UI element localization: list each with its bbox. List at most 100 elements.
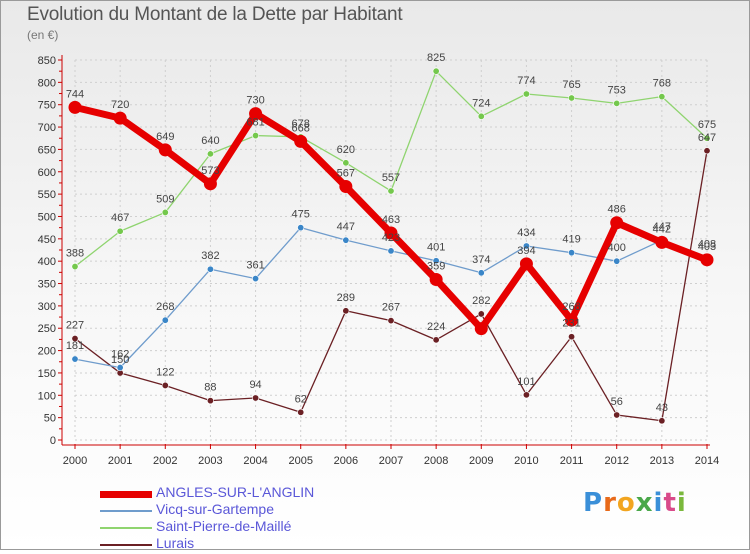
data-point-angles-sur-l-anglin [113,111,127,125]
y-tick-label: 300 [38,301,56,313]
data-point-saint-pierre-de-maill [387,187,395,195]
data-point-angles-sur-l-anglin [339,180,353,194]
data-label: 765 [562,79,580,91]
data-label: 43 [656,402,668,414]
legend-swatch [100,490,152,498]
data-label: 267 [382,302,400,314]
data-label: 423 [382,232,400,244]
chart-title: Evolution du Montant de la Dette par Hab… [27,4,403,25]
data-point-angles-sur-l-anglin [655,235,669,249]
logo-letter: i [676,488,687,518]
data-label: 359 [427,261,445,273]
y-tick-label: 50 [44,413,56,425]
data-point-saint-pierre-de-maill [568,94,576,102]
x-tick-label: 2010 [514,455,538,467]
data-label: 56 [611,396,623,408]
data-label: 567 [337,168,355,180]
data-point-angles-sur-l-anglin [68,100,82,114]
data-point-lurais [161,381,169,389]
data-point-lurais [522,391,530,399]
logo-letter: r [603,488,617,518]
data-label: 447 [653,221,671,233]
legend-label: Vicq-sur-Gartempe [156,501,275,517]
data-label: 401 [427,242,445,254]
legend-swatch [100,527,152,529]
y-tick-label: 400 [38,256,56,268]
data-label: 753 [608,84,626,96]
data-point-vicq-sur-gartempe [432,257,440,265]
data-point-lurais [206,397,214,405]
data-point-lurais [387,317,395,325]
data-label: 268 [156,301,174,313]
data-label: 467 [111,212,129,224]
data-point-saint-pierre-de-maill [522,90,530,98]
data-point-vicq-sur-gartempe [342,236,350,244]
data-point-vicq-sur-gartempe [71,355,79,363]
data-point-lurais [342,307,350,315]
data-label: 730 [246,95,264,107]
y-tick-label: 850 [38,55,56,67]
data-label: 162 [111,349,129,361]
x-tick-label: 2006 [334,455,358,467]
legend-label: Saint-Pierre-de-Maillé [156,518,292,534]
data-label: 289 [337,292,355,304]
data-point-lurais [71,335,79,343]
data-label: 720 [111,99,129,111]
data-label: 227 [66,320,84,332]
data-label: 825 [427,52,445,64]
data-point-angles-sur-l-anglin [610,216,624,230]
data-label: 403 [698,241,716,253]
data-label: 101 [517,376,535,388]
data-point-angles-sur-l-anglin [700,253,714,267]
data-label: 400 [608,242,626,254]
logo-letter: t [663,488,677,518]
legend-label: ANGLES-SUR-L'ANGLIN [156,484,315,500]
data-label: 486 [608,204,626,216]
data-label: 640 [201,135,219,147]
data-point-vicq-sur-gartempe [522,242,530,250]
data-label: 724 [472,97,490,109]
y-tick-label: 500 [38,211,56,223]
data-point-angles-sur-l-anglin [203,177,217,191]
x-tick-label: 2011 [560,455,584,467]
data-label: 774 [517,75,535,87]
data-label: 231 [562,318,580,330]
data-point-vicq-sur-gartempe [613,257,621,265]
logo-letter: P [583,488,604,518]
y-tick-label: 0 [50,435,56,447]
data-point-vicq-sur-gartempe [387,247,395,255]
data-label: 408 [698,239,716,251]
data-point-lurais [252,394,260,402]
data-point-saint-pierre-de-maill [703,134,711,142]
data-label: 434 [517,227,535,239]
data-point-saint-pierre-de-maill [116,227,124,235]
data-point-vicq-sur-gartempe [568,249,576,257]
data-point-saint-pierre-de-maill [161,208,169,216]
legend-swatch [100,544,152,546]
data-point-saint-pierre-de-maill [613,99,621,107]
data-point-lurais [658,417,666,425]
data-label: 122 [156,366,174,378]
data-label: 88 [204,382,216,394]
data-point-angles-sur-l-anglin [249,107,263,121]
data-label: 463 [382,214,400,226]
data-label: 442 [653,223,671,235]
data-point-angles-sur-l-anglin [519,257,533,271]
data-label: 361 [246,260,264,272]
data-point-vicq-sur-gartempe [116,364,124,372]
x-tick-label: 2000 [63,455,87,467]
logo-letter: i [653,488,664,518]
logo-letter: x [635,488,654,518]
data-label: 647 [698,132,716,144]
axes: 0 50 100 150 200 250 300 350 400 450 500 550 600 650 7… [38,55,719,467]
data-point-saint-pierre-de-maill [206,150,214,158]
data-label: 681 [246,117,264,129]
y-tick-label: 550 [38,189,56,201]
x-tick-label: 2007 [379,455,403,467]
x-tick-label: 2004 [243,455,267,467]
data-label: 675 [698,119,716,131]
data-label: 394 [517,245,535,257]
data-point-vicq-sur-gartempe [297,224,305,232]
